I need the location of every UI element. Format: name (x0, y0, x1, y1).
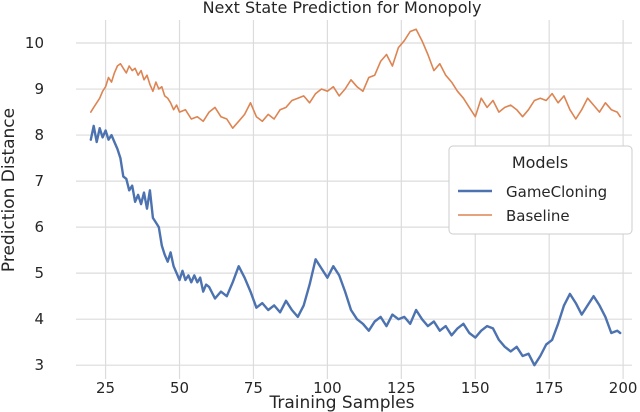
x-axis-title: Training Samples (268, 393, 414, 412)
series-layer (89, 28, 622, 367)
y-tick-label: 4 (34, 310, 44, 328)
y-tick-label: 7 (34, 172, 44, 190)
x-tick-label: 175 (535, 379, 564, 397)
x-tick-label: 125 (387, 379, 416, 397)
chart-title: Next State Prediction for Monopoly (203, 0, 482, 17)
x-tick-label: 25 (96, 379, 115, 397)
legend-label-baseline: Baseline (506, 207, 570, 225)
x-tick-label: 200 (609, 379, 638, 397)
y-tick-label: 9 (34, 80, 44, 98)
legend-title: Models (512, 153, 568, 172)
x-tick-label: 100 (313, 379, 342, 397)
y-tick-label: 8 (34, 126, 44, 144)
x-tick-label: 75 (244, 379, 263, 397)
legend-label-gamecloning: GameCloning (506, 183, 607, 201)
y-axis-title: Prediction Distance (0, 108, 19, 272)
y-tick-label: 5 (34, 264, 44, 282)
y-tick-label: 10 (25, 34, 44, 52)
x-tick-label: 150 (461, 379, 490, 397)
series-line-gamecloning (89, 124, 622, 367)
y-tick-label: 3 (34, 356, 44, 374)
legend-box (448, 145, 633, 235)
legend: Models GameCloning Baseline (448, 145, 633, 235)
tick-labels: 25 50 75 100 125 150 175 200 3 4 5 6 7 8 9 10 (25, 34, 638, 397)
y-tick-label: 6 (34, 218, 44, 236)
x-tick-label: 50 (170, 379, 189, 397)
series-line-baseline (90, 28, 622, 129)
